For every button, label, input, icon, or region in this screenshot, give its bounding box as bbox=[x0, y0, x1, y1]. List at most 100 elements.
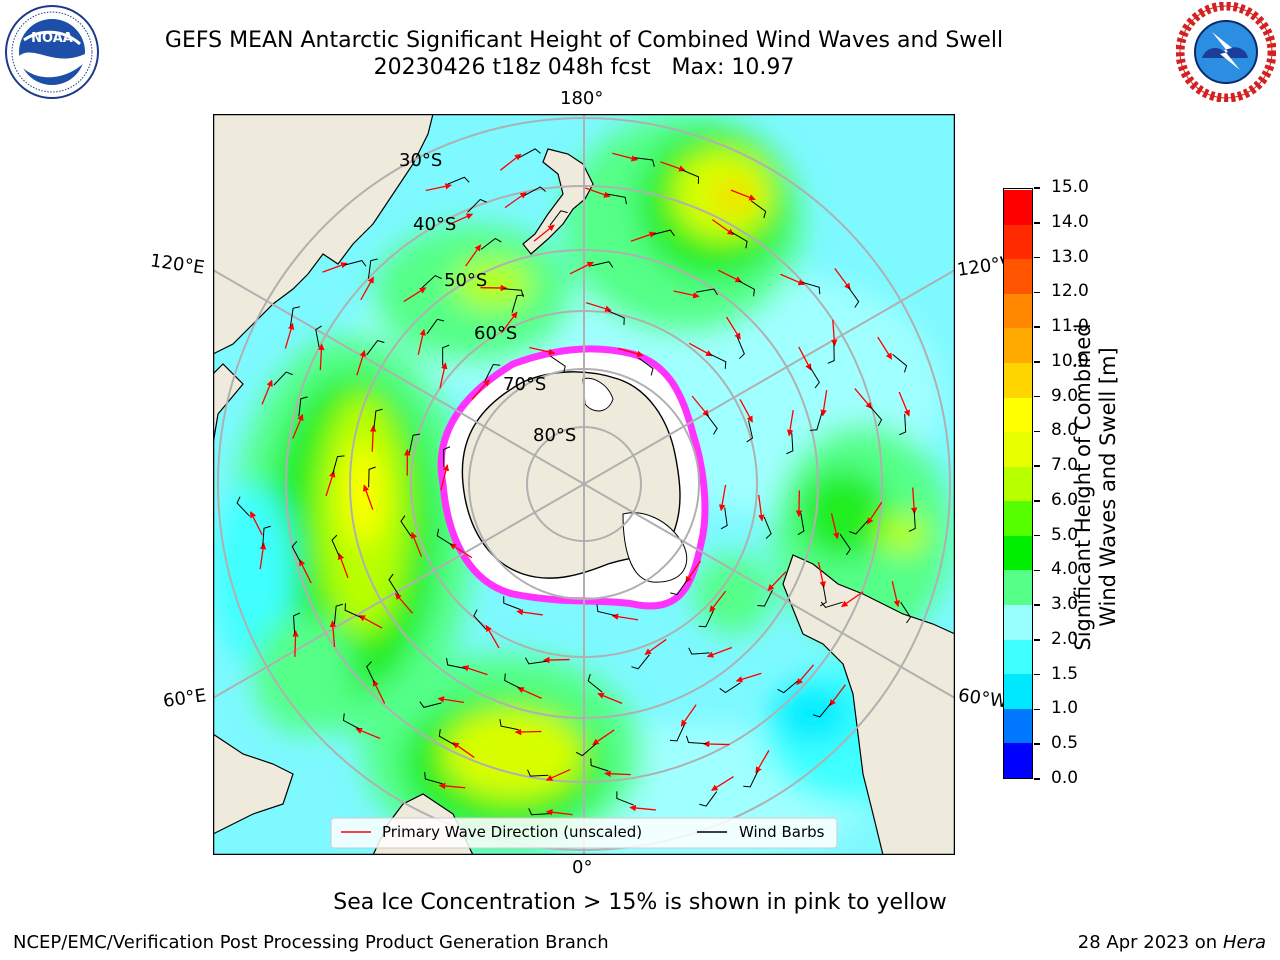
colorbar-band bbox=[1004, 431, 1032, 467]
wind-barb bbox=[699, 791, 718, 807]
wind-barb bbox=[550, 355, 566, 374]
wind-barb bbox=[899, 413, 907, 436]
wave-arrow bbox=[325, 470, 336, 497]
colorbar-band bbox=[1004, 604, 1032, 640]
lon-label-60w: 60°W bbox=[956, 684, 1006, 713]
wave-arrow bbox=[673, 290, 700, 299]
wave-arrow bbox=[465, 244, 482, 267]
colorbar-tick-mark bbox=[1034, 187, 1040, 189]
australia-land bbox=[213, 114, 434, 355]
wave-arrow bbox=[358, 614, 383, 629]
wave-arrow bbox=[854, 388, 873, 409]
wave-arrow bbox=[910, 487, 918, 515]
wind-barb bbox=[869, 405, 883, 427]
lon-label-120e: 120°E bbox=[148, 250, 206, 279]
wave-arrow bbox=[688, 342, 713, 357]
lon-label-180: 180° bbox=[560, 88, 604, 109]
wave-arrow bbox=[660, 161, 686, 172]
wind-barb bbox=[575, 743, 597, 757]
wind-barb bbox=[847, 286, 860, 308]
colorbar-tick-mark bbox=[1034, 534, 1040, 537]
wave-arrow bbox=[292, 630, 299, 657]
wave-height-map: 30°S 40°S 50°S 60°S 70°S 80°S Primary Wa… bbox=[213, 114, 955, 855]
wind-barb bbox=[236, 496, 250, 517]
footer-host: Hera bbox=[1222, 932, 1266, 953]
colorbar-tick-label: 3.0 bbox=[1051, 594, 1079, 615]
wind-barb bbox=[607, 193, 627, 205]
wave-arrow bbox=[739, 398, 753, 423]
colorbar-tick-mark bbox=[1034, 395, 1040, 398]
chart-subtitle: 20230426 t18z 048h fcst Max: 10.97 bbox=[373, 55, 795, 80]
wave-arrow bbox=[586, 302, 612, 312]
wave-arrow bbox=[709, 590, 727, 613]
wind-barb bbox=[757, 589, 773, 607]
wind-barb bbox=[670, 579, 688, 596]
wind-barb bbox=[293, 612, 301, 634]
colorbar-band bbox=[1004, 742, 1032, 778]
wave-arrow bbox=[517, 687, 542, 699]
wave-arrow bbox=[292, 413, 304, 439]
wind-barb bbox=[519, 148, 541, 158]
wave-arrow bbox=[612, 152, 639, 162]
wind-barb bbox=[685, 735, 707, 745]
wave-arrow bbox=[329, 620, 337, 648]
wave-arrow bbox=[259, 542, 267, 570]
wind-barb bbox=[827, 342, 835, 364]
wind-barb bbox=[849, 520, 869, 535]
wave-arrow bbox=[533, 224, 555, 242]
wind-barb bbox=[809, 412, 823, 431]
wind-barb bbox=[746, 420, 754, 443]
colorbar-tick-mark bbox=[1034, 430, 1040, 433]
wind-barb bbox=[731, 231, 748, 249]
wave-arrow bbox=[542, 656, 570, 664]
wave-arrow bbox=[516, 608, 543, 616]
wave-arrow bbox=[369, 425, 377, 452]
wave-arrow bbox=[504, 192, 527, 209]
wave-arrow bbox=[452, 742, 475, 758]
wind-barb bbox=[447, 176, 470, 185]
colorbar-band bbox=[1004, 500, 1032, 536]
wind-barb bbox=[797, 513, 805, 536]
wave-arrow bbox=[629, 804, 656, 812]
wave-arrow bbox=[630, 231, 657, 242]
wind-barb bbox=[705, 413, 718, 435]
wave-arrow bbox=[758, 494, 765, 522]
wave-arrow bbox=[898, 391, 910, 417]
wave-arrow bbox=[500, 311, 518, 334]
wind-barb bbox=[634, 157, 655, 167]
wind-barb bbox=[426, 318, 445, 335]
wave-arrow bbox=[410, 531, 423, 557]
wind-barb bbox=[719, 682, 741, 694]
colorbar-tick-label: 10.0 bbox=[1051, 350, 1089, 371]
footer-date: 28 Apr 2023 on Hera bbox=[1078, 932, 1266, 953]
colorbar-band bbox=[1004, 293, 1032, 329]
wave-arrow bbox=[830, 513, 840, 540]
wind-barb bbox=[696, 288, 718, 296]
colorbar-band bbox=[1004, 466, 1032, 502]
legend-wind-label: Wind Barbs bbox=[739, 823, 825, 841]
colorbar-tick-label: 11.0 bbox=[1051, 316, 1089, 337]
wave-arrow bbox=[284, 322, 295, 349]
colorbar-band bbox=[1004, 397, 1032, 433]
wind-barb bbox=[480, 237, 502, 250]
wind-barb bbox=[549, 210, 568, 226]
wave-arrow bbox=[755, 750, 770, 774]
wind-barb bbox=[681, 169, 700, 184]
colorbar-tick-mark bbox=[1034, 256, 1040, 259]
colorbar-tick-label: 15.0 bbox=[1051, 177, 1089, 197]
svg-text:NOAA: NOAA bbox=[31, 31, 73, 46]
colorbar-band bbox=[1004, 362, 1032, 398]
wave-arrow bbox=[485, 624, 500, 649]
colorbar-label-line2: Wind Waves and Swell [m] bbox=[1096, 347, 1120, 627]
sea-ice-note: Sea Ice Concentration > 15% is shown in … bbox=[333, 890, 947, 915]
colorbar-tick-mark bbox=[1034, 361, 1040, 363]
madagascar-land bbox=[213, 733, 294, 835]
wave-arrow bbox=[417, 328, 426, 355]
wind-barb bbox=[820, 601, 843, 609]
wind-barb bbox=[587, 674, 603, 693]
wave-arrow bbox=[725, 316, 741, 340]
lat-label-70s: 70°S bbox=[503, 374, 546, 395]
colorbar-band bbox=[1004, 535, 1032, 571]
colorbar-tick-label: 0.0 bbox=[1051, 768, 1079, 788]
wave-arrow bbox=[891, 581, 900, 608]
